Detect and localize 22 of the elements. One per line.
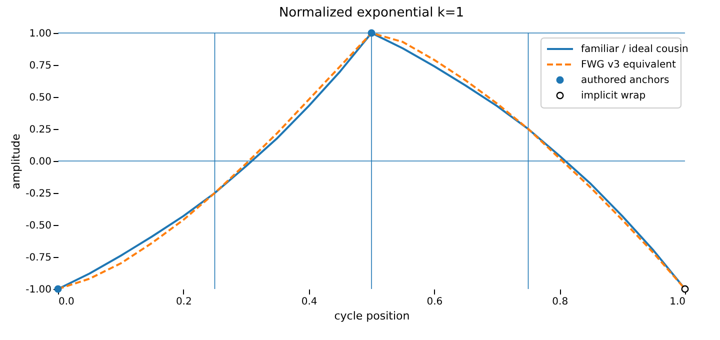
y-tick-label: -0.50: [26, 220, 52, 232]
y-tick-label: -1.00: [26, 284, 52, 296]
legend-label: implicit wrap: [581, 90, 646, 102]
chart-title: Normalized exponential k=1: [278, 5, 464, 20]
x-tick-label: 0.2: [176, 296, 192, 308]
x-tick-label: 0.0: [58, 296, 74, 308]
y-tick-label: 0.25: [29, 124, 52, 136]
y-tick-label: 0.50: [29, 92, 52, 104]
y-tick-label: 0.75: [29, 60, 52, 72]
legend-label: familiar / ideal cousin: [581, 44, 688, 55]
legend-label: FWG v3 equivalent: [581, 60, 676, 70]
y-tick-label: 1.00: [29, 28, 52, 40]
x-tick-label: 0.4: [301, 296, 318, 308]
y-tick-label: 0.00: [29, 156, 52, 168]
x-axis-title: cycle position: [334, 310, 410, 322]
legend-label: authored anchors: [581, 75, 670, 86]
x-tick-label: 0.6: [426, 296, 443, 308]
y-tick-label: -0.25: [26, 188, 52, 200]
y-axis-title: amplitude: [10, 133, 23, 190]
y-tick-label: -0.75: [26, 252, 52, 264]
x-tick-label: 1.0: [670, 296, 686, 308]
x-tick-label: 0.8: [552, 296, 568, 308]
